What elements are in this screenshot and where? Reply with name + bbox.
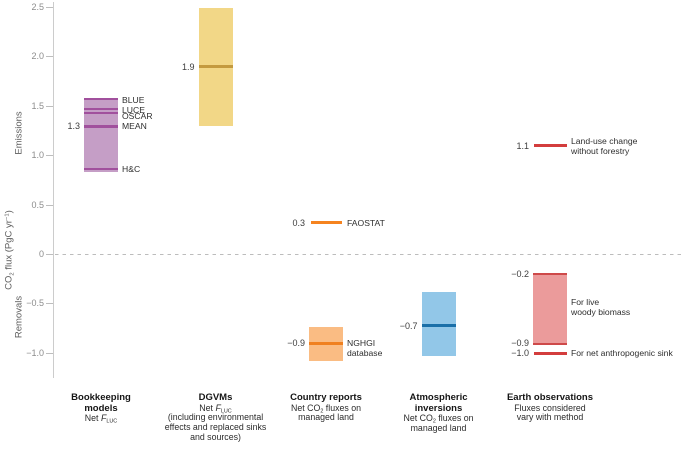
earth-observations-line-net-anthropogenic-sink: [533, 351, 567, 355]
country-reports-annotation: NGHGI database: [347, 338, 383, 359]
earth-observations-annotation: For live woody biomass: [571, 296, 631, 317]
y-tick-label-1.0: 1.0: [31, 150, 44, 161]
zero-line: [55, 253, 685, 256]
y-tick-2.5: [46, 6, 53, 9]
country-reports-annotation: FAOSTAT: [347, 217, 385, 228]
category-title-country-reports: Country reports: [290, 392, 362, 403]
atmospheric-inversions-line-mean: [421, 323, 456, 328]
atmospheric-inversions-value-label: −0.7: [399, 320, 418, 331]
bookkeeping-models-line-mean: [84, 124, 118, 128]
category-atmospheric-inversions: Atmospheric inversions Net CO2 fluxes on ma…: [364, 392, 514, 433]
earth-observations-box-live-woody-biomass: [533, 273, 567, 345]
bookkeeping-models-annotation: MEAN: [122, 121, 147, 132]
y-tick-label-2.0: 2.0: [31, 51, 44, 62]
category-subtitle-atmospheric-inversions: Net CO2 fluxes on: [403, 413, 474, 425]
category-subtitle-earth-observations: vary with method: [516, 412, 584, 423]
country-reports-line-faostat: [310, 221, 342, 225]
category-subtitle-dgvms: and sources): [190, 431, 241, 442]
earth-observations-annotation: Land-use change without forestry: [571, 135, 638, 156]
bookkeeping-models-line-luce: [84, 108, 118, 111]
country-reports-value-label: −0.9: [287, 338, 305, 349]
country-reports-value-label: 0.3: [292, 217, 305, 228]
y-tick-label-0: 0: [38, 249, 44, 259]
earth-observations-annotation: For net anthropogenic sink: [571, 348, 673, 359]
category-title-bookkeeping-models: models: [84, 402, 118, 414]
category-subtitle-country-reports: Net CO2 fluxes on: [290, 402, 362, 415]
category-title-bookkeeping-models: Bookkeeping: [71, 392, 131, 403]
category-subtitle-country-reports: managed land: [298, 412, 354, 423]
y-tick-1.0: [46, 155, 53, 157]
category-subtitle-dgvms: (including environmental: [167, 412, 264, 423]
dgvms-line-mean: [198, 65, 233, 69]
category-bookkeeping-models: Bookkeeping models Net FLUC: [26, 392, 176, 425]
category-subtitle-bookkeeping-models: Net FLUC: [84, 413, 118, 425]
y-tick-label-−1.0: −1.0: [26, 347, 44, 358]
category-subtitle-earth-observations: Fluxes considered: [514, 402, 586, 413]
y-tick-label-0.5: 0.5: [31, 199, 44, 210]
category-title-earth-observations: Earth observations: [506, 392, 594, 403]
bookkeeping-models-value-label: 1.3: [67, 121, 80, 132]
bookkeeping-models-annotation: BLUE: [122, 95, 145, 106]
y-tick-1.5: [46, 105, 53, 107]
country-reports-line-nghgi-mean: [309, 341, 343, 345]
bookkeeping-models-annotation: LUCE: [122, 104, 145, 115]
y-tick-label-2.5: 2.5: [31, 2, 44, 12]
category-title-atmospheric-inversions: Atmospheric: [409, 392, 468, 403]
y-axis-title: CO2 flux (PgC yr−1): [3, 210, 16, 290]
bookkeeping-models-annotation: OSCAR: [122, 111, 153, 122]
earth-observations-value-label: −0.2: [511, 269, 529, 280]
category-dgvms: DGVMs Net FLUC (including environmental eff…: [141, 392, 291, 442]
bookkeeping-models-line-oscar: [84, 112, 118, 115]
dgvms-value-label: 1.9: [181, 61, 195, 72]
bookkeeping-models-line-blue: [84, 98, 118, 101]
category-subtitle-dgvms: effects and replaced sinks: [164, 421, 267, 432]
y-tick-0.5: [46, 204, 53, 206]
category-title-atmospheric-inversions: inversions: [414, 402, 463, 414]
y-tick-0: [46, 253, 53, 256]
earth-observations-line-land-use-change-without-forestry: [533, 144, 567, 148]
earth-observations-value-label: 1.1: [516, 140, 529, 151]
category-title-dgvms: DGVMs: [198, 392, 233, 403]
axis-section-emissions: Emissions: [13, 111, 25, 155]
bookkeeping-models-line-hc: [84, 167, 118, 170]
y-tick-−1.0: [46, 352, 53, 354]
axis-section-removals: Removals: [13, 295, 25, 339]
earth-observations-value-label: −1.0: [511, 348, 529, 359]
bookkeeping-models-box-range: [84, 98, 118, 172]
y-tick-−0.5: [46, 303, 53, 305]
category-subtitle-atmospheric-inversions: managed land: [410, 422, 467, 433]
y-tick-label-1.5: 1.5: [31, 100, 44, 111]
category-subtitle-dgvms: Net FLUC: [199, 402, 232, 415]
category-earth-observations: Earth observations Fluxes considered vary …: [475, 392, 625, 423]
earth-observations-value-label: −0.9: [511, 338, 529, 349]
bookkeeping-models-annotation: H&C: [122, 163, 141, 174]
y-axis: [52, 2, 54, 378]
y-tick-label-−0.5: −0.5: [26, 298, 44, 309]
y-tick-2.0: [46, 56, 53, 58]
category-country-reports: Country reports Net CO2 fluxes on managed …: [251, 392, 401, 423]
